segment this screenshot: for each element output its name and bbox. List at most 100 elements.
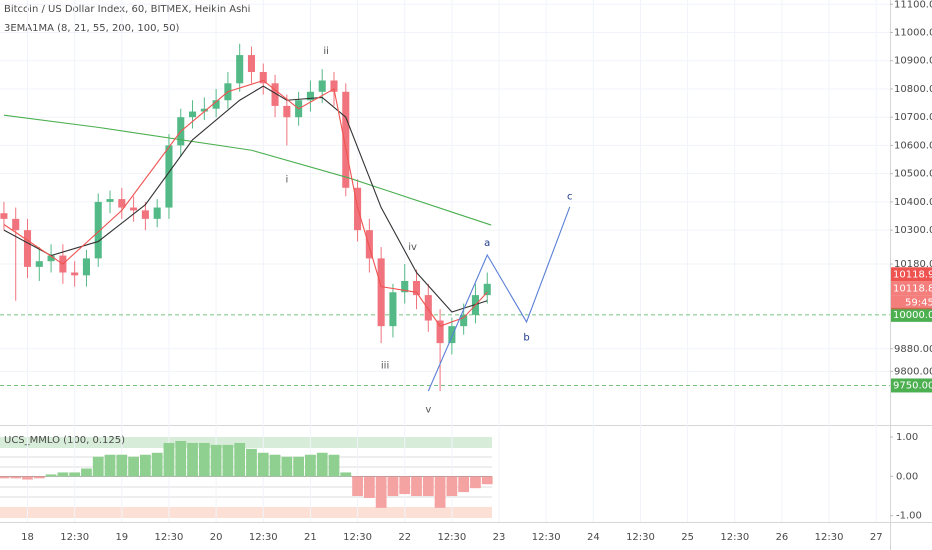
indicator-line — [3, 79, 488, 327]
oscillator-bar — [305, 454, 316, 477]
x-tick-label: 12:30 — [815, 532, 844, 543]
x-tick-label: 12:30 — [626, 532, 655, 543]
candle-body — [71, 272, 79, 276]
oscillator-bar — [281, 456, 293, 477]
y-tick-label: 1.00 — [896, 432, 918, 443]
oscillator-bar — [187, 442, 198, 477]
oscillator-bar — [151, 452, 163, 477]
candle-body — [236, 55, 244, 84]
candle-body — [189, 111, 197, 118]
candle-body — [271, 83, 279, 106]
oscillator-bar — [434, 476, 446, 508]
oscillator-bar — [175, 440, 187, 477]
oscillator-bar — [375, 476, 387, 508]
x-tick-label: 12:30 — [437, 532, 466, 543]
oscillator-bar — [0, 476, 10, 479]
oscillator-bar — [128, 456, 139, 477]
x-tick-label: 12:30 — [532, 532, 561, 543]
candle-body — [342, 91, 350, 188]
candle-body — [306, 91, 314, 101]
candle-body — [130, 207, 138, 211]
y-tick-label: -1.00 — [896, 511, 922, 522]
candle-body — [259, 72, 267, 84]
candle-body — [23, 230, 32, 267]
oscillator-bar — [10, 476, 22, 479]
y-tick-label: 9880.00 — [894, 344, 932, 355]
y-tick-label: 10500.00 — [894, 169, 932, 180]
wave-label: iv — [408, 242, 417, 253]
y-tick-label: 10300.00 — [894, 225, 932, 236]
y-tick-label: 11100.00 — [894, 0, 932, 10]
last-price-label: 10118.83 — [893, 283, 932, 294]
countdown-label: 59:45 — [905, 297, 932, 308]
indicator-line — [427, 206, 571, 392]
oscillator-bar — [116, 454, 128, 477]
y-tick-label: 10900.00 — [894, 56, 932, 67]
wave-label: i — [285, 174, 288, 185]
level-box — [891, 307, 932, 322]
candle-body — [330, 80, 338, 92]
oscillator-bar — [340, 472, 352, 477]
candle-body — [460, 314, 468, 327]
symbol-title: Bitcoin / US Dollar Index, 60, BITMEX, H… — [4, 4, 250, 15]
candle-body — [377, 258, 385, 327]
oscillator-bar — [57, 472, 69, 477]
wave-label: v — [425, 404, 431, 415]
oscillator-bar — [104, 454, 116, 477]
y-tick-label: 10600.00 — [894, 140, 932, 151]
x-tick-label: 27 — [870, 532, 883, 543]
candle-body — [389, 292, 397, 327]
wave-label: b — [523, 332, 529, 343]
candle-body — [94, 201, 102, 259]
indicator-line — [3, 114, 492, 226]
x-tick-label: 23 — [493, 532, 506, 543]
y-tick-label: 10700.00 — [894, 112, 932, 123]
candle-body — [106, 199, 114, 202]
candle-body — [12, 218, 20, 231]
x-tick-label: 22 — [398, 532, 411, 543]
x-tick-label: 12:30 — [155, 532, 184, 543]
oscillator-bar — [198, 442, 210, 477]
oscillator-bar — [481, 476, 493, 485]
candle-body — [318, 80, 326, 92]
oscillator-bar — [45, 474, 57, 477]
candle-body — [483, 283, 491, 296]
level-box — [891, 378, 932, 393]
oscillator-bar — [246, 448, 257, 477]
candle-body — [212, 100, 220, 109]
candle-body — [247, 55, 256, 73]
oscillator-bar — [234, 442, 246, 477]
indicator-line — [3, 85, 488, 313]
oscillator-bar — [458, 476, 470, 493]
x-tick-label: 21 — [304, 532, 317, 543]
level-label: 10000.00 — [893, 310, 932, 321]
oscillator-bar — [33, 476, 45, 479]
wave-label: ii — [323, 46, 329, 57]
x-tick-label: 26 — [776, 532, 789, 543]
x-tick-label: 25 — [681, 532, 694, 543]
y-tick-label: 11000.00 — [894, 27, 932, 38]
candle-body — [401, 280, 409, 293]
candle-body — [436, 320, 444, 344]
wave-label: iii — [381, 361, 389, 372]
oscillator-bar — [139, 454, 151, 477]
countdown-box — [891, 295, 932, 310]
wave-label: a — [484, 238, 490, 249]
candle-body — [0, 213, 8, 219]
oscillator-bar — [257, 452, 269, 477]
candle-body — [47, 255, 55, 262]
x-tick-label: 20 — [210, 532, 223, 543]
oscillator-bar — [399, 476, 411, 495]
oscillator-label: UCS_MMLO (100, 0.125) — [4, 435, 125, 446]
oscillator-bar — [163, 442, 175, 477]
candle-body — [165, 145, 173, 208]
oscillator-bar — [293, 456, 305, 477]
candle-body — [448, 326, 456, 344]
wave-label: c — [567, 191, 573, 202]
y-tick-label: 10800.00 — [894, 84, 932, 95]
y-tick-label: 10400.00 — [894, 197, 932, 208]
oscillator-bar — [210, 444, 222, 477]
oscillator-bar — [470, 476, 481, 489]
candle-body — [82, 258, 90, 276]
